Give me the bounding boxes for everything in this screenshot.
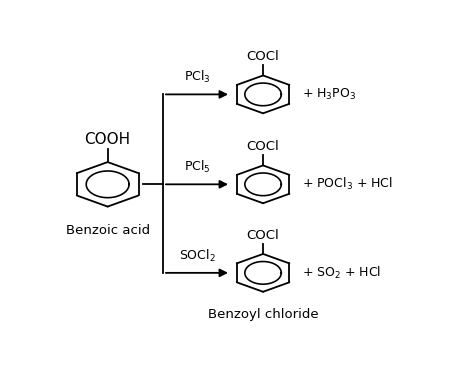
Text: PCl$_5$: PCl$_5$ [183,159,210,175]
Text: COCl: COCl [247,140,279,153]
Text: COCl: COCl [247,50,279,63]
Text: COOH: COOH [84,132,131,147]
Text: PCl$_3$: PCl$_3$ [183,69,210,85]
Text: Benzoyl chloride: Benzoyl chloride [208,308,319,321]
Text: Benzoic acid: Benzoic acid [65,224,150,237]
Text: COCl: COCl [247,228,279,242]
Text: + SO$_2$ + HCl: + SO$_2$ + HCl [302,265,382,281]
Text: SOCl$_2$: SOCl$_2$ [178,248,215,264]
Text: + H$_3$PO$_3$: + H$_3$PO$_3$ [302,87,357,102]
Text: + POCl$_3$ + HCl: + POCl$_3$ + HCl [302,176,393,192]
